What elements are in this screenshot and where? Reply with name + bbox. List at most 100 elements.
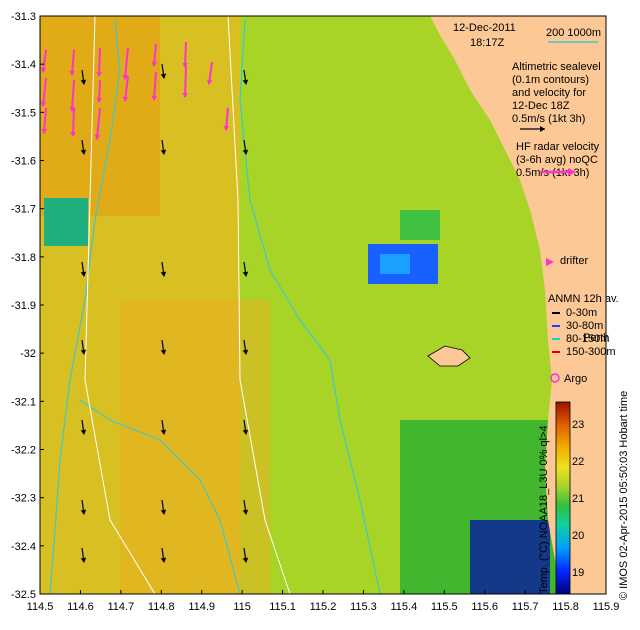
svg-text:200 1000m: 200 1000m bbox=[546, 27, 601, 39]
altimetry-vector-head bbox=[80, 271, 87, 278]
svg-text:HF radar velocity: HF radar velocity bbox=[516, 141, 600, 153]
svg-text:drifter: drifter bbox=[560, 255, 588, 267]
altimetry-legend: Altimetric sealevel (0.1m contours) and … bbox=[512, 61, 601, 132]
y-tick-label: -32.1 bbox=[11, 396, 36, 408]
altimetry-vector-head bbox=[160, 509, 167, 516]
x-tick-label: 115.2 bbox=[310, 601, 337, 613]
hf-radar-vector-head bbox=[70, 131, 76, 138]
x-tick-label: 114.6 bbox=[67, 601, 94, 613]
svg-text:0.5m/s (1kt 3h): 0.5m/s (1kt 3h) bbox=[512, 113, 585, 125]
hf-radar-vector-head bbox=[96, 97, 102, 104]
svg-text:Altimetric sealevel: Altimetric sealevel bbox=[512, 61, 601, 73]
hf-radar-vector bbox=[42, 77, 47, 107]
svg-text:ANMN 12h av.: ANMN 12h av. bbox=[548, 293, 619, 305]
hf-radar-vector-head bbox=[223, 125, 230, 132]
rottnest-island bbox=[427, 345, 471, 367]
hf-radar-vector-head bbox=[151, 61, 158, 68]
y-tick-label: -31.5 bbox=[11, 107, 36, 119]
date-label: 12-Dec-2011 bbox=[453, 22, 516, 34]
svg-text:Argo: Argo bbox=[564, 373, 587, 385]
y-axis: -31.3 -31.4 -31.5 -31.6 -31.7 -31.8 -31.9 -32 -3… bbox=[11, 11, 44, 601]
hf-radar-vector-head bbox=[122, 96, 129, 103]
svg-text:0-30m: 0-30m bbox=[566, 307, 597, 319]
hf-radar-vector bbox=[71, 49, 75, 76]
perth-label: Perth bbox=[583, 332, 609, 344]
hf-radar-vector-head bbox=[94, 134, 101, 141]
altimetry-vector-head bbox=[242, 79, 249, 86]
hf-radar-vector bbox=[124, 75, 129, 102]
hf-radar-vector-head bbox=[96, 71, 102, 78]
x-tick-label: 115.1 bbox=[269, 601, 296, 613]
hf-radar-vector bbox=[98, 47, 101, 77]
drifter-legend: drifter bbox=[546, 255, 588, 267]
y-tick-label: -32.5 bbox=[11, 589, 36, 601]
y-tick-label: -32.4 bbox=[11, 541, 36, 553]
bathymetry-200m bbox=[49, 19, 121, 594]
altimetry-vector-head bbox=[80, 149, 87, 156]
svg-text:30-80m: 30-80m bbox=[566, 320, 603, 332]
colorbar: 23 22 21 20 19 bbox=[555, 401, 584, 595]
altimetry-vector-head bbox=[160, 73, 167, 80]
hf-radar-vector bbox=[72, 107, 75, 137]
hf-radar-vector-head bbox=[40, 101, 47, 108]
y-tick-label: -31.3 bbox=[11, 11, 36, 23]
altimetry-vector-head bbox=[160, 349, 167, 356]
altimetry-vector-head bbox=[80, 557, 87, 564]
x-tick-label: 115.3 bbox=[350, 601, 377, 613]
svg-text:(3-6h avg) noQC: (3-6h avg) noQC bbox=[516, 154, 598, 166]
hf-radar-vector-head bbox=[182, 62, 188, 69]
argo-legend: Argo bbox=[550, 373, 587, 385]
x-tick-label: 115.4 bbox=[390, 601, 417, 613]
scale-legend: 200 1000m bbox=[546, 27, 601, 43]
time-label: 18:17Z bbox=[470, 37, 505, 49]
anmn-legend: ANMN 12h av. 0-30m 30-80m 80-150m 150-30… bbox=[548, 293, 619, 358]
altimetry-vector-head bbox=[80, 349, 87, 356]
altimetry-vector-head bbox=[242, 271, 249, 278]
y-tick-label: -32.2 bbox=[11, 445, 36, 457]
hf-radar-vector-head bbox=[40, 67, 47, 74]
y-tick-label: -32.3 bbox=[11, 493, 36, 505]
hf-radar-vector bbox=[153, 71, 157, 101]
hf-radar-vector bbox=[124, 47, 129, 80]
altimetry-vector-head bbox=[160, 271, 167, 278]
colorbar-tick-label: 20 bbox=[572, 530, 584, 542]
svg-text:150-300m: 150-300m bbox=[566, 346, 616, 358]
svg-text:(0.1m contours): (0.1m contours) bbox=[512, 74, 589, 86]
y-tick-label: -31.9 bbox=[11, 300, 36, 312]
x-tick-label: 114.9 bbox=[188, 601, 215, 613]
colorbar-tick-label: 21 bbox=[572, 493, 584, 505]
hf-radar-vector bbox=[96, 107, 101, 140]
x-tick-label: 115.9 bbox=[593, 601, 620, 613]
y-tick-label: -31.6 bbox=[11, 156, 36, 168]
x-tick-label: 115 bbox=[233, 601, 251, 613]
y-tick-label: -31.4 bbox=[11, 59, 36, 71]
altimetry-vector-head bbox=[160, 149, 167, 156]
altimeter-track bbox=[84, 16, 156, 594]
x-tick-label: 114.7 bbox=[107, 601, 134, 613]
colorbar-tick-label: 22 bbox=[572, 456, 584, 468]
hf-radar-vector bbox=[184, 65, 187, 98]
hf-radar-vector bbox=[184, 41, 187, 68]
altimetry-vector-head bbox=[242, 509, 249, 516]
colorbar-tick-label: 19 bbox=[572, 567, 584, 579]
hf-radar-vector-head bbox=[41, 128, 48, 135]
x-axis: 114.5 114.6 114.7 114.8 114.9 115 115.1 115.2 11… bbox=[27, 590, 620, 613]
hf-radar-vector-head bbox=[182, 92, 188, 99]
altimetry-vector-head bbox=[242, 429, 249, 436]
y-tick-label: -32 bbox=[20, 348, 36, 360]
x-tick-label: 115.8 bbox=[552, 601, 579, 613]
hf-radar-vector bbox=[43, 107, 47, 134]
colorbar-tick-label: 23 bbox=[572, 419, 584, 431]
altimetry-vector-head bbox=[80, 509, 87, 516]
y-tick-label: -31.7 bbox=[11, 204, 36, 216]
hf-radar-vector-head bbox=[206, 79, 213, 86]
altimetry-vector-head bbox=[80, 79, 87, 86]
credit-label: © IMOS 02-Apr-2015 05:50:03 Hobart time bbox=[618, 391, 630, 600]
altimetry-vector-head bbox=[80, 429, 87, 436]
svg-text:80-150m: 80-150m bbox=[566, 333, 609, 345]
x-tick-label: 115.6 bbox=[471, 601, 498, 613]
hf-radar-vectors bbox=[40, 41, 230, 141]
hf-radar-vector-head bbox=[122, 74, 129, 81]
svg-text:and velocity for: and velocity for bbox=[512, 87, 586, 99]
